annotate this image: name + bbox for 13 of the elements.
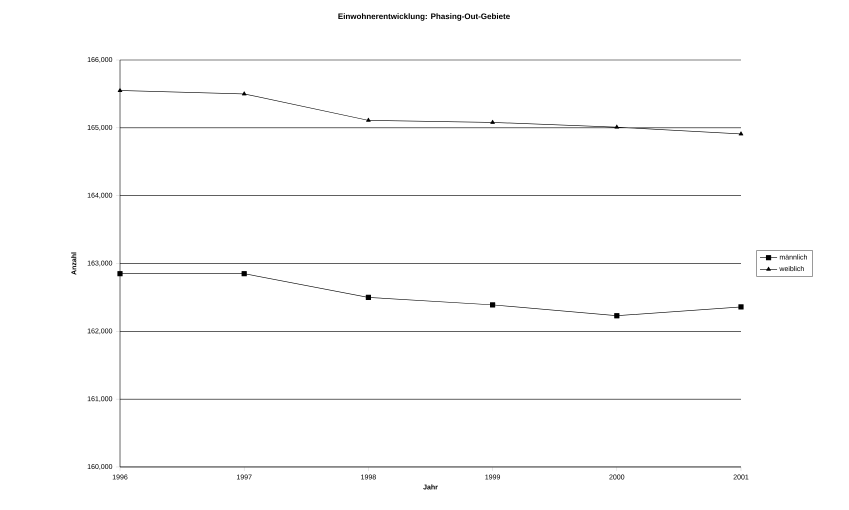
point: [242, 91, 246, 96]
point: [118, 88, 122, 92]
point: [738, 131, 744, 136]
point: [490, 120, 495, 124]
point: [614, 313, 620, 318]
point: [738, 304, 744, 310]
chart-title: Einwohnerentwicklung: Phasing-Out-Gebiete: [338, 13, 510, 21]
point: [117, 271, 123, 276]
point: [242, 271, 247, 276]
point: [614, 124, 620, 129]
point: [490, 302, 496, 308]
point: [366, 118, 371, 122]
point: [366, 294, 371, 300]
